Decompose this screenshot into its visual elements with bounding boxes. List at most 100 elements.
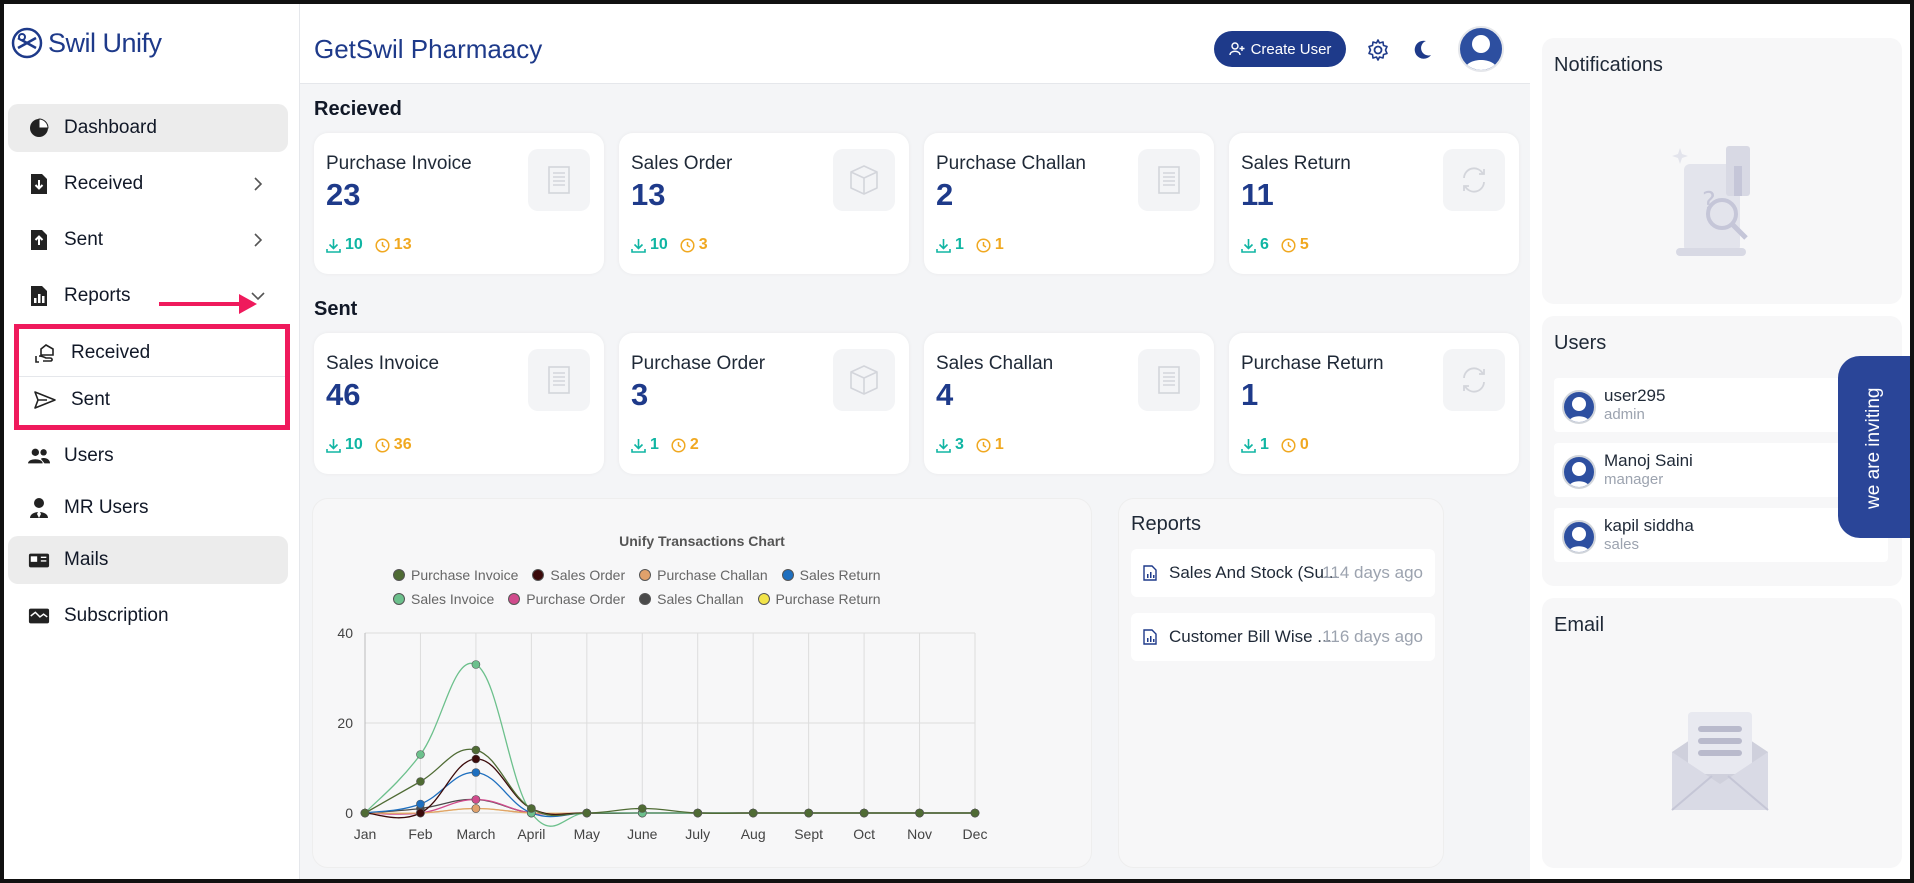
sidebar-item-sent[interactable]: Sent xyxy=(8,216,288,264)
series-line-purchase-order xyxy=(364,798,975,815)
legend-item[interactable]: Sales Return xyxy=(781,567,881,583)
avatar[interactable] xyxy=(1458,26,1504,72)
user-list-item[interactable]: Manoj Saini manager xyxy=(1554,443,1888,497)
report-file-icon xyxy=(1143,565,1157,581)
card-label: Purchase Challan xyxy=(936,153,1086,174)
legend-swatch xyxy=(393,569,405,581)
svg-text:?: ? xyxy=(1702,187,1716,217)
sidebar-item-dashboard[interactable]: Dashboard xyxy=(8,104,288,152)
annotation-arrow-icon xyxy=(159,294,257,314)
pending-value: 1 xyxy=(994,436,1004,453)
stat-card-purchase-challan[interactable]: Purchase Challan 2 1 1 xyxy=(924,133,1214,274)
report-item[interactable]: Customer Bill Wise ... 116 days ago xyxy=(1131,613,1435,661)
data-point xyxy=(915,808,924,818)
reports-submenu: Received Sent xyxy=(14,324,290,430)
stat-card-purchase-order[interactable]: Purchase Order 3 1 2 xyxy=(619,333,909,474)
brand-logo[interactable]: Swil Unify xyxy=(10,26,162,60)
sidebar-item-subscription[interactable]: Subscription xyxy=(8,592,288,640)
card-label: Purchase Order xyxy=(631,353,766,374)
clock-icon xyxy=(1281,237,1296,253)
legend-item[interactable]: Sales Invoice xyxy=(393,591,494,607)
download-icon xyxy=(631,438,646,453)
email-title: Email xyxy=(1554,614,1605,636)
stat-card-purchase-return[interactable]: Purchase Return 1 1 0 xyxy=(1229,333,1519,474)
pending-count: 1 xyxy=(976,236,1004,254)
data-point xyxy=(748,808,758,818)
data-point xyxy=(582,808,592,818)
downloaded-value: 10 xyxy=(650,236,668,253)
main-content: GetSwil Pharmaacy Create User Recieved P… xyxy=(300,4,1530,879)
sidebar-item-label: Sent xyxy=(64,229,104,250)
stat-card-sales-order[interactable]: Sales Order 13 10 3 xyxy=(619,133,909,274)
stat-card-purchase-invoice[interactable]: Purchase Invoice 23 10 13 xyxy=(314,133,604,274)
notifications-title: Notifications xyxy=(1554,54,1663,76)
sidebar-item-received[interactable]: Received xyxy=(8,160,288,208)
data-point xyxy=(471,768,481,777)
pending-value: 13 xyxy=(393,236,412,253)
download-icon xyxy=(1241,438,1256,453)
submenu-item-sent[interactable]: Sent xyxy=(19,376,285,423)
x-tick-label: Oct xyxy=(853,826,875,842)
data-point xyxy=(471,660,481,669)
pending-value: 3 xyxy=(698,236,708,253)
pending-value: 5 xyxy=(1299,236,1309,253)
data-point xyxy=(527,804,536,813)
downloaded-value: 1 xyxy=(1260,436,1269,453)
sidebar-item-label: MR Users xyxy=(64,497,149,518)
card-value: 1 xyxy=(1241,377,1259,412)
create-user-button[interactable]: Create User xyxy=(1214,31,1346,67)
user-list-item[interactable]: user295 admin xyxy=(1554,378,1888,432)
data-point xyxy=(416,799,425,809)
sidebar-item-reports[interactable]: Reports xyxy=(8,272,288,320)
users-title: Users xyxy=(1554,332,1607,354)
report-item[interactable]: Sales And Stock (Su... 114 days ago xyxy=(1131,549,1435,597)
downloaded-value: 6 xyxy=(1260,236,1269,253)
sidebar-item-mails[interactable]: Mails xyxy=(8,536,288,584)
refresh-icon xyxy=(1443,149,1505,211)
legend-item[interactable]: Purchase Invoice xyxy=(393,567,518,583)
avatar xyxy=(1562,455,1596,489)
stat-card-sales-challan[interactable]: Sales Challan 4 3 1 xyxy=(924,333,1214,474)
chevron-right-icon xyxy=(254,177,263,191)
legend-item[interactable]: Sales Challan xyxy=(639,591,744,607)
empty-notifications-illustration-icon: ? xyxy=(1672,146,1750,256)
user-list-item[interactable]: kapil siddha sales xyxy=(1554,508,1888,562)
gear-icon[interactable] xyxy=(1366,38,1390,62)
data-point xyxy=(804,808,813,818)
series-line-sales-challan xyxy=(364,798,975,815)
page-title: GetSwil Pharmaacy xyxy=(314,34,543,64)
legend-item[interactable]: Sales Order xyxy=(532,567,625,583)
card-label: Sales Return xyxy=(1241,153,1351,174)
submenu-item-received[interactable]: Received xyxy=(19,329,285,376)
downloaded-value: 1 xyxy=(955,236,964,253)
invite-tab[interactable]: we are inviting xyxy=(1838,356,1910,538)
sidebar-item-mr-users[interactable]: MR Users xyxy=(8,484,288,532)
stat-card-sales-invoice[interactable]: Sales Invoice 46 10 36 xyxy=(314,333,604,474)
downloaded-count: 10 xyxy=(631,236,668,254)
submenu-item-label: Sent xyxy=(71,389,111,410)
user-avatar-icon xyxy=(1464,35,1498,70)
clock-icon xyxy=(976,437,991,453)
x-tick-label: April xyxy=(517,826,545,842)
downloaded-count: 10 xyxy=(326,436,363,454)
user-role: sales xyxy=(1604,536,1640,553)
legend-swatch xyxy=(508,593,521,605)
x-tick-label: June xyxy=(627,826,658,842)
file-download-icon xyxy=(28,173,50,195)
legend-item[interactable]: Purchase Order xyxy=(508,591,625,607)
x-tick-label: Aug xyxy=(741,826,766,842)
user-avatar-icon xyxy=(1567,397,1591,422)
user-avatar-icon xyxy=(1567,462,1591,487)
hand-receive-icon xyxy=(35,343,54,363)
sidebar-item-users[interactable]: Users xyxy=(8,432,288,480)
sent-section-title: Sent xyxy=(314,298,358,320)
card-icon xyxy=(28,605,50,627)
card-value: 23 xyxy=(326,177,361,212)
x-tick-label: March xyxy=(456,826,495,842)
empty-email-illustration-icon xyxy=(1671,712,1769,811)
moon-icon[interactable] xyxy=(1410,38,1434,62)
legend-item[interactable]: Purchase Challan xyxy=(639,567,768,583)
legend-item[interactable]: Purchase Return xyxy=(757,591,881,607)
stat-card-sales-return[interactable]: Sales Return 11 6 5 xyxy=(1229,133,1519,274)
